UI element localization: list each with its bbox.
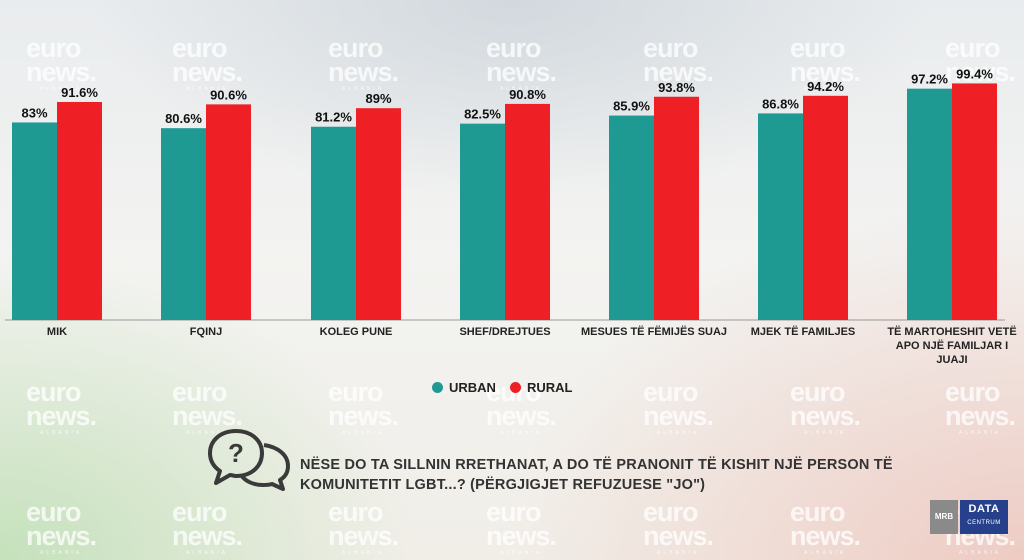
- bar-rural-6: [803, 95, 848, 320]
- bar-chart: 83% 91.6% MIK 80.6% 90.6% FQINJ 81.2% 89% KOLEG …: [5, 66, 1017, 366]
- data-label-rural-3: 89%: [365, 91, 391, 106]
- legend-swatch-rural: [509, 382, 521, 393]
- x-tick-label-5: MESUES TË FËMIJËS SUAJ: [581, 325, 727, 338]
- x-tick-label-6: MJEK TË FAMILJES: [751, 325, 856, 338]
- data-label-urban-7: 97.2%: [911, 72, 948, 87]
- question-line-2: KOMUNITETIT LGBT...? (PËRGJIGJET REFUZUE…: [300, 477, 706, 493]
- svg-text:?: ?: [228, 438, 244, 468]
- data-label-rural-4: 90.8%: [509, 87, 546, 102]
- mrb-logo: MRB: [930, 500, 958, 534]
- bar-rural-7: [952, 83, 997, 320]
- data-label-rural-6: 94.2%: [807, 79, 844, 94]
- bar-urban-7: [907, 88, 952, 320]
- data-centrum-logo: DATA CENTRUM: [960, 500, 1008, 534]
- legend-item-rural: RURAL: [509, 380, 573, 395]
- x-tick-label-4: SHEF/DREJTUES: [459, 326, 550, 338]
- x-tick-label-2: FQINJ: [190, 326, 222, 338]
- bar-rural-5: [654, 96, 699, 320]
- legend-item-urban: URBAN: [432, 380, 496, 395]
- data-label-urban-5: 85.9%: [613, 99, 650, 114]
- data-label-rural-2: 90.6%: [210, 87, 247, 102]
- question-line-1: NËSE DO TA SILLNIN RRETHANAT, A DO TË PR…: [300, 457, 893, 473]
- legend-label-rural: RURAL: [526, 380, 573, 395]
- data-label-rural-1: 91.6%: [61, 85, 98, 100]
- bar-rural-4: [505, 103, 550, 321]
- bar-urban-6: [758, 113, 803, 320]
- legend-swatch-urban: [432, 382, 443, 393]
- legend-label-urban: URBAN: [449, 380, 496, 395]
- chart-legend: URBAN RURAL: [432, 380, 572, 395]
- bar-urban-3: [311, 126, 356, 320]
- data-label-urban-4: 82.5%: [464, 107, 501, 122]
- data-label-urban-3: 81.2%: [315, 110, 352, 125]
- x-tick-label-3: KOLEG PUNE: [320, 326, 393, 338]
- data-label-urban-2: 80.6%: [165, 111, 202, 126]
- bar-rural-1: [57, 101, 102, 320]
- bar-urban-1: [12, 122, 57, 321]
- data-logo-subtitle: CENTRUM: [967, 520, 1001, 526]
- data-label-urban-6: 86.8%: [762, 96, 799, 111]
- data-label-urban-1: 83%: [21, 105, 47, 120]
- x-tick-label-7: TË MARTOHESHIT VETË APO NJË FAMILJAR I JUA…: [887, 325, 1016, 366]
- bar-urban-2: [161, 128, 206, 320]
- bar-rural-3: [356, 108, 401, 321]
- bar-urban-5: [609, 115, 654, 320]
- data-label-rural-5: 93.8%: [658, 80, 695, 95]
- data-label-rural-7: 99.4%: [956, 66, 993, 81]
- bar-urban-4: [460, 123, 505, 321]
- x-tick-label-1: MIK: [47, 326, 67, 338]
- data-logo-title: DATA: [968, 503, 1000, 515]
- question-bubbles-icon: ?: [208, 429, 290, 491]
- bar-rural-2: [206, 104, 251, 320]
- survey-question: NËSE DO TA SILLNIN RRETHANAT, A DO TË PR…: [300, 455, 940, 495]
